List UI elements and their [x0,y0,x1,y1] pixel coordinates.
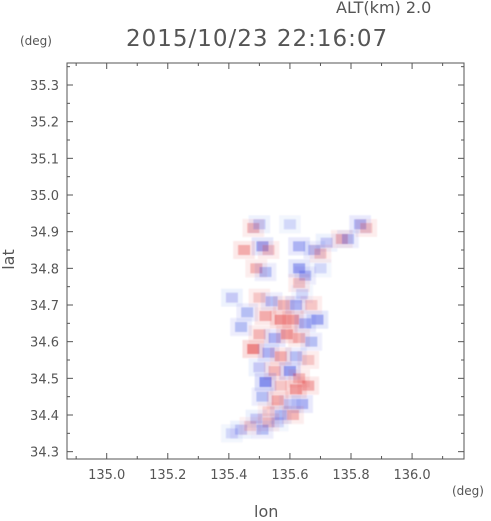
data-cell [274,380,287,391]
data-cell [293,278,306,288]
x-tick-label: 135.2 [149,468,186,483]
y-tick-label: 34.9 [30,226,59,241]
data-cell [290,351,303,362]
data-cell [241,307,254,318]
data-cell [305,336,318,347]
data-cell [290,384,303,395]
data-cell [247,344,260,354]
data-cell [314,263,327,274]
x-axis-label: lon [254,502,279,521]
data-cell [283,219,296,230]
plot-frame [66,62,465,460]
data-cell [262,245,275,255]
data-cell [280,329,293,340]
data-cell [262,406,275,417]
x-axis-unit: (deg) [452,484,484,498]
data-cell [268,366,281,376]
data-cell [302,380,315,391]
data-cell [253,219,266,230]
data-cell [253,292,266,303]
data-cell [268,333,281,343]
data-cell [225,292,238,303]
data-cell [286,314,299,325]
x-tick-label: 135.8 [332,468,369,483]
data-cell [293,333,306,343]
data-cell [259,311,272,321]
data-cell [299,318,312,329]
x-tick-label: 135.6 [271,468,308,483]
y-axis-ticks: 34.3 34.4 34.5 34.6 34.7 34.8 34.9 35.0 35.1 35.2… [30,66,464,461]
y-tick-label: 35.0 [30,189,59,204]
data-cell [271,395,284,406]
y-tick-label: 34.7 [30,299,59,314]
data-cell [341,234,354,244]
y-tick-label: 35.2 [30,116,59,131]
data-cell [256,391,269,402]
y-tick-label: 35.3 [30,79,59,94]
x-tick-label: 136.0 [393,468,430,483]
y-axis-unit: (deg) [20,34,52,48]
data-cell [259,267,272,277]
data-cell [271,417,284,428]
y-tick-label: 34.5 [30,372,59,387]
altitude-label: ALT(km) 2.0 [336,0,432,17]
data-cell [262,347,275,358]
data-cell [311,314,324,325]
data-cell [259,377,272,387]
data-cell [302,355,315,365]
data-cell [244,421,257,431]
data-cell [225,428,238,439]
data-cell [274,314,287,325]
y-tick-label: 34.4 [30,409,59,424]
data-cells [221,215,378,443]
data-cell [274,351,287,362]
data-cell [290,300,303,310]
data-cell [296,289,309,299]
data-cell [256,424,269,435]
data-cell [314,248,327,259]
data-cell [320,237,333,248]
data-cell [293,241,306,252]
x-axis-ticks: 135.0 135.2 135.4 135.6 135.8 136.0 [75,63,444,483]
y-tick-label: 35.1 [30,152,59,167]
data-cell [253,329,266,340]
x-tick-label: 135.4 [210,468,247,483]
y-tick-label: 34.8 [30,262,59,277]
data-cell [296,399,309,409]
data-cell [286,410,299,420]
data-cell [305,300,318,310]
data-cell [253,362,266,373]
y-tick-label: 34.3 [30,446,59,461]
chart-datetime: 2015/10/23 22:16:07 [126,26,389,52]
data-cell [238,245,251,255]
data-cell [277,300,290,310]
data-cell [265,296,278,307]
data-cell [360,223,373,233]
data-cell [283,399,296,409]
data-cell [235,322,248,332]
y-tick-label: 34.6 [30,336,59,351]
x-tick-label: 135.0 [88,468,125,483]
